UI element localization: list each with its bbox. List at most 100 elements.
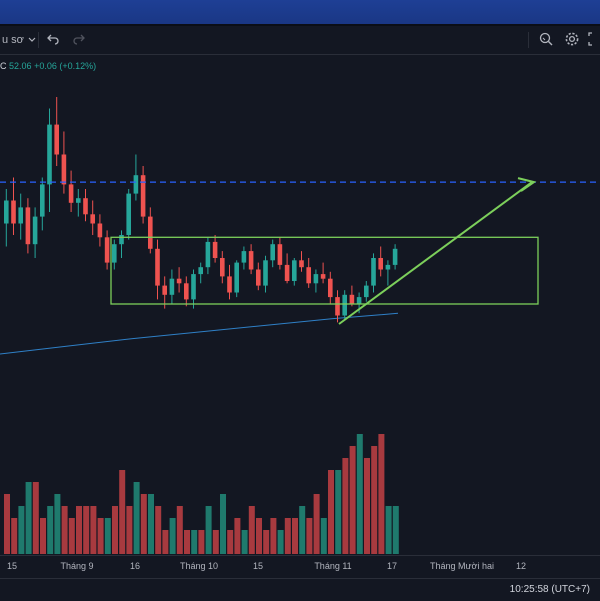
time-axis-label: Tháng 11	[314, 561, 352, 571]
volume-bar	[299, 506, 306, 554]
candle-body	[104, 237, 110, 263]
volume-bar	[212, 530, 219, 554]
candle-body	[184, 283, 189, 300]
drawing-annotations	[0, 177, 600, 325]
volume-bar	[140, 494, 147, 554]
candle-body	[306, 267, 311, 284]
chart-type-label: u sơ	[2, 34, 24, 46]
candle-body	[61, 154, 67, 185]
volume-bar	[392, 506, 399, 554]
legend-price: 52.06	[9, 61, 32, 71]
volume-bar	[277, 530, 284, 554]
candle-body	[126, 193, 131, 235]
volume-bar	[364, 458, 370, 554]
volume-bar	[342, 458, 349, 554]
volume-bar	[241, 530, 248, 554]
volume-bar	[313, 494, 320, 554]
volume-bar	[162, 530, 169, 554]
time-axis-label: 15	[6, 561, 18, 571]
candle-body	[292, 260, 297, 281]
candle-body	[378, 258, 383, 270]
candle-body	[32, 216, 38, 245]
candle-body	[133, 175, 139, 194]
chart-type-selector[interactable]: u sơ	[2, 30, 36, 50]
volume-bar	[18, 506, 25, 554]
trend-arrow-line	[338, 181, 533, 325]
time-axis-label: Tháng Mười hai	[430, 561, 494, 571]
candle-body	[198, 267, 203, 275]
candle-body	[248, 251, 254, 270]
volume-bar	[349, 446, 356, 554]
trend-arrow-head	[517, 177, 537, 192]
candle-body	[97, 223, 103, 238]
candle-body	[176, 278, 182, 284]
undo-icon	[46, 33, 60, 48]
volume-bar	[385, 506, 392, 554]
price-chart[interactable]	[0, 54, 600, 554]
volume-bar	[47, 506, 54, 554]
volume-bar	[328, 470, 334, 554]
candle-body	[18, 207, 23, 224]
volume-bar	[378, 434, 385, 554]
candle-body	[169, 278, 175, 295]
candle-body	[349, 294, 355, 304]
time-axis-label: 17	[386, 561, 398, 571]
settings-button[interactable]	[564, 30, 580, 50]
candle-body	[234, 262, 239, 293]
candle-body	[83, 198, 88, 215]
volume-bar	[169, 518, 176, 554]
undo-button[interactable]	[46, 30, 60, 50]
time-axis[interactable]: 15 Tháng 9 16 Tháng 10 15 Tháng 11 17 Th…	[0, 555, 600, 578]
candle-body	[4, 200, 9, 224]
legend-symbol: C	[0, 61, 7, 71]
volume-bar	[11, 518, 18, 554]
candle-body	[270, 244, 275, 261]
candle-body	[54, 124, 59, 155]
redo-button[interactable]	[72, 30, 86, 50]
candle-body	[263, 260, 268, 286]
screenshot-search-button[interactable]	[538, 30, 554, 50]
candle-body	[212, 241, 218, 258]
volume-bar	[76, 506, 82, 554]
volume-bar	[40, 518, 46, 554]
volume-bar	[148, 494, 154, 554]
fullscreen-button[interactable]	[588, 30, 600, 50]
candle-body	[241, 251, 247, 263]
top-accent-strip	[0, 0, 600, 24]
volume-bar	[371, 446, 378, 554]
time-axis-label: Tháng 10	[179, 561, 219, 571]
volume-bar	[112, 506, 118, 554]
volume-bar	[220, 494, 226, 554]
candle-body	[256, 269, 261, 286]
fullscreen-icon	[588, 31, 600, 50]
candle-body	[299, 260, 304, 268]
volume-bar	[234, 518, 241, 554]
gear-icon	[564, 31, 580, 50]
candle-body	[220, 258, 225, 277]
volume-bar	[176, 506, 183, 554]
candle-body	[25, 207, 31, 245]
moving-average-line	[0, 312, 399, 355]
candle-body	[47, 124, 52, 185]
candle-body	[392, 248, 398, 265]
time-axis-label: 15	[252, 561, 264, 571]
time-axis-label: 16	[129, 561, 141, 571]
volume-bar	[270, 518, 277, 554]
toolbar-separator-right	[528, 32, 529, 48]
candle-body	[140, 175, 146, 217]
candle-body	[119, 235, 124, 245]
volume-bar	[126, 506, 133, 554]
time-axis-label: Tháng 9	[60, 561, 94, 571]
redo-icon	[72, 33, 86, 48]
clock-display[interactable]: 10:25:58 (UTC+7)	[509, 584, 590, 595]
volume-bar	[191, 530, 198, 554]
candle-body	[364, 285, 369, 298]
candle-body	[371, 258, 376, 286]
volume-bar	[248, 506, 255, 554]
volume-bar	[320, 518, 327, 554]
candle-body	[76, 198, 81, 203]
volume-bar	[25, 482, 32, 554]
volume-bar	[184, 530, 190, 554]
candle-body	[162, 285, 167, 295]
volume-bar	[133, 482, 140, 554]
